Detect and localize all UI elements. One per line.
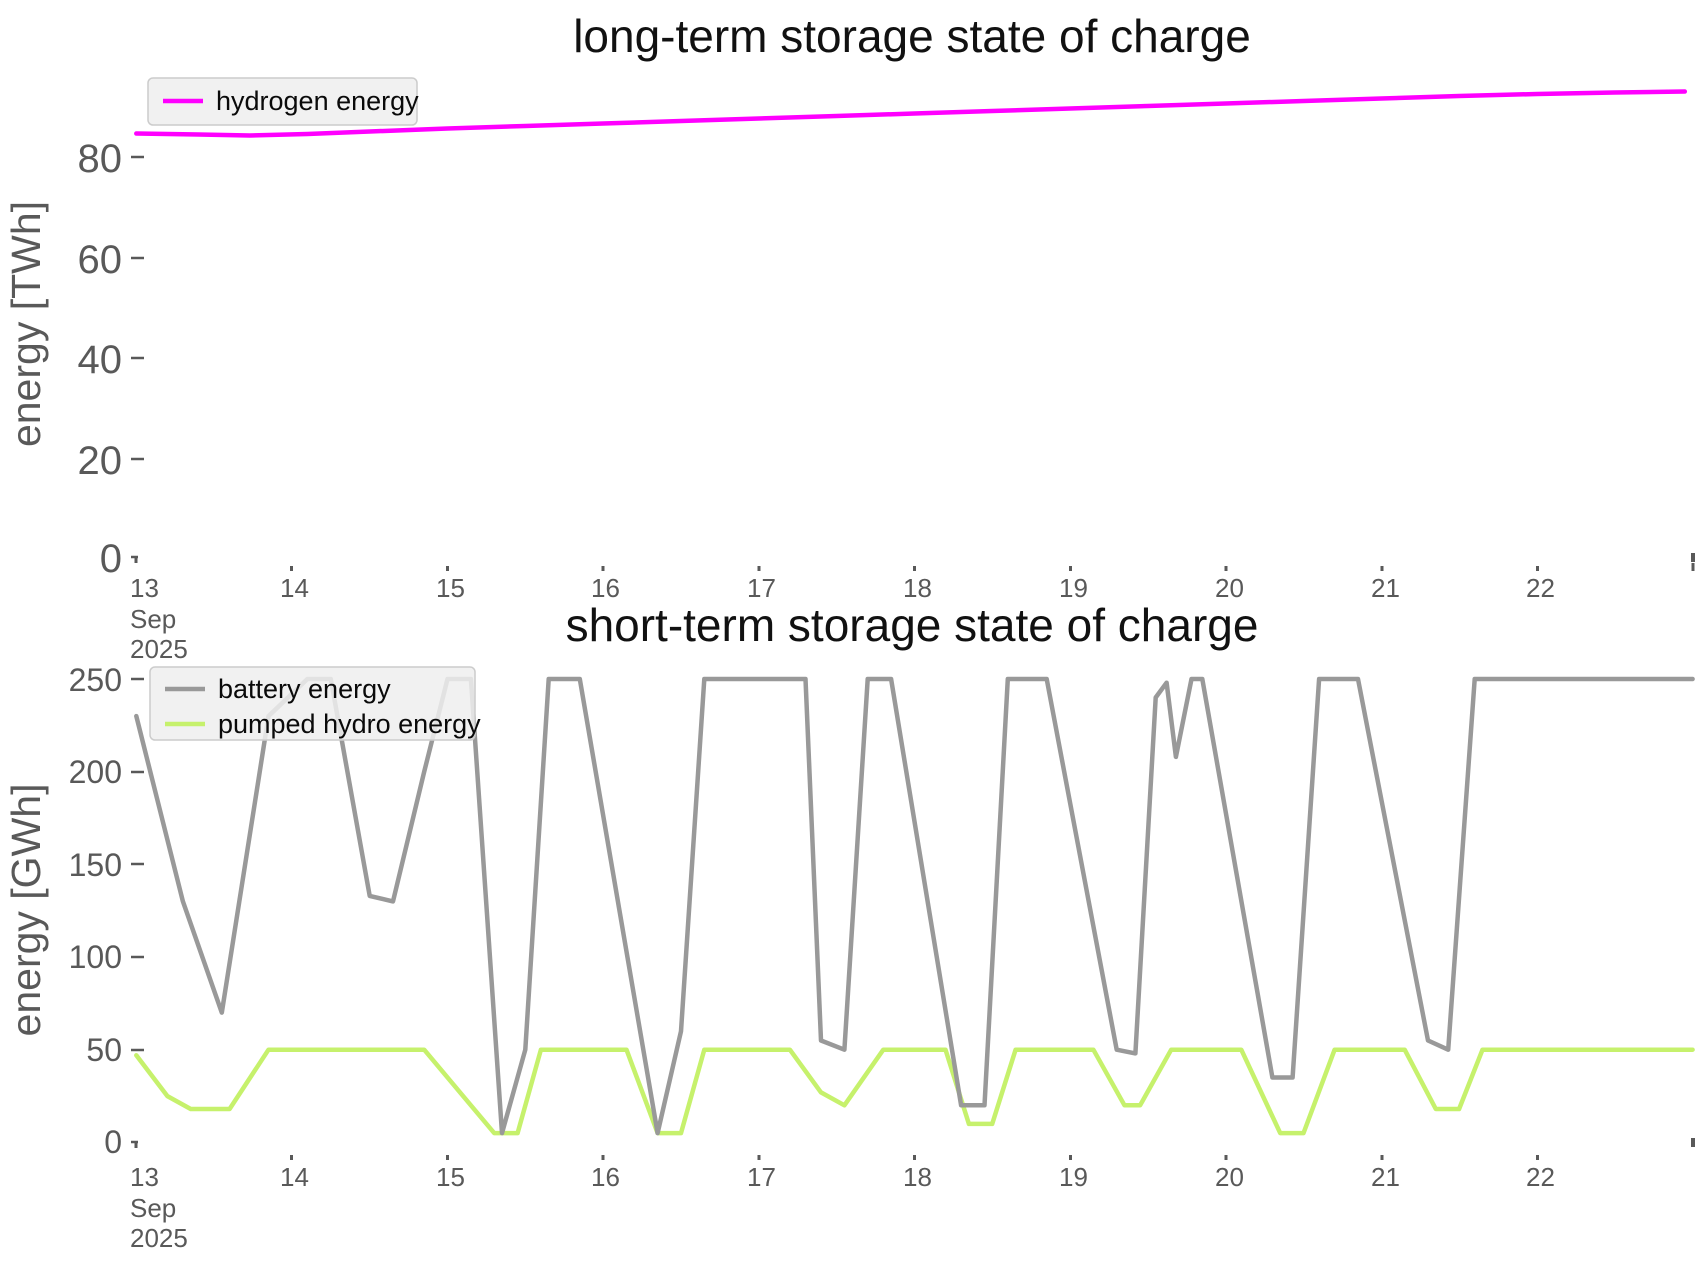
svg-text:60: 60: [78, 238, 123, 282]
svg-text:17: 17: [747, 1162, 776, 1192]
svg-text:hydrogen energy: hydrogen energy: [216, 86, 419, 116]
svg-text:50: 50: [86, 1032, 122, 1068]
svg-text:14: 14: [280, 1162, 309, 1192]
svg-text:22: 22: [1526, 1162, 1555, 1192]
svg-text:0: 0: [100, 537, 122, 581]
svg-text:18: 18: [903, 1162, 932, 1192]
svg-text:15: 15: [436, 573, 465, 603]
svg-text:19: 19: [1059, 1162, 1088, 1192]
svg-text:0: 0: [104, 1124, 122, 1160]
svg-text:16: 16: [591, 1162, 620, 1192]
svg-text:15: 15: [436, 1162, 465, 1192]
svg-text:250: 250: [69, 662, 122, 698]
svg-text:20: 20: [1215, 1162, 1244, 1192]
svg-text:80: 80: [78, 137, 123, 181]
svg-text:150: 150: [69, 847, 122, 883]
svg-text:20: 20: [78, 439, 123, 483]
svg-text:14: 14: [280, 573, 309, 603]
svg-text:22: 22: [1526, 573, 1555, 603]
svg-text:21: 21: [1371, 573, 1400, 603]
svg-text:pumped hydro energy: pumped hydro energy: [218, 709, 481, 739]
svg-text:2025: 2025: [130, 1223, 188, 1253]
svg-text:100: 100: [69, 939, 122, 975]
svg-text:13: 13: [130, 1162, 159, 1192]
svg-text:short-term storage state of ch: short-term storage state of charge: [566, 599, 1259, 651]
svg-text:battery energy: battery energy: [218, 674, 391, 704]
svg-text:21: 21: [1371, 1162, 1400, 1192]
svg-text:40: 40: [78, 338, 123, 382]
svg-text:200: 200: [69, 754, 122, 790]
svg-text:Sep: Sep: [130, 604, 176, 634]
svg-text:Sep: Sep: [130, 1193, 176, 1223]
svg-text:long-term storage state of cha: long-term storage state of charge: [573, 10, 1251, 62]
svg-text:energy [TWh]: energy [TWh]: [3, 201, 49, 447]
svg-text:energy [GWh]: energy [GWh]: [3, 784, 49, 1037]
svg-text:13: 13: [130, 573, 159, 603]
svg-text:2025: 2025: [130, 634, 188, 664]
